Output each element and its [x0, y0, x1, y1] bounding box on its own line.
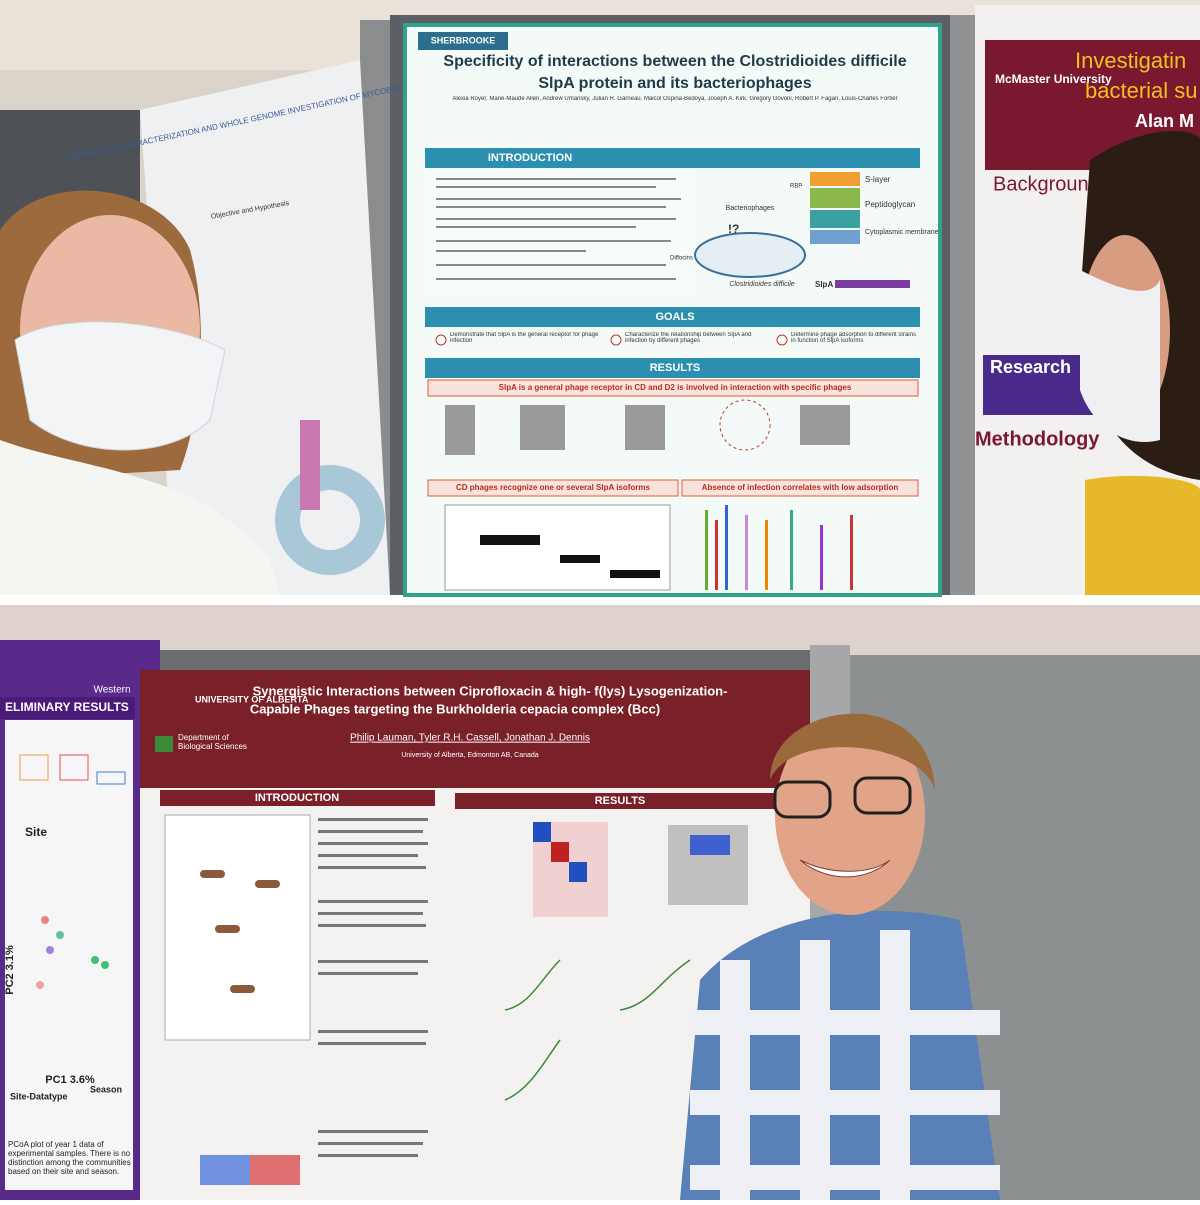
bacterium	[694, 232, 806, 278]
result-bar	[427, 479, 679, 497]
goal: Characterize the relationship between Sl…	[625, 332, 752, 344]
section-title: INTRODUCTION	[255, 792, 339, 804]
label: Site	[25, 825, 47, 839]
result-bar	[681, 479, 919, 497]
result-bar	[427, 379, 919, 397]
label: Bacteriophages	[726, 205, 775, 212]
section-title: RESULTS	[650, 362, 701, 374]
poster-title: Investigatin	[1075, 48, 1186, 73]
caption: PCoA plot of year 1 data of experimental…	[8, 1140, 131, 1176]
left-poster	[140, 60, 390, 595]
header	[140, 670, 810, 788]
goal-box: Determine phage adsorption to different …	[791, 332, 916, 344]
section-box	[983, 355, 1093, 415]
text-lines	[436, 178, 681, 280]
section-bar	[425, 358, 920, 378]
boxplot	[19, 754, 126, 785]
bottom-photo: Western ELIMINARY RESULTS Site PC2 3.1% …	[0, 605, 1200, 1200]
section-bar	[425, 148, 920, 168]
label: SlpA	[815, 280, 833, 289]
section-title: RESULTS	[595, 795, 646, 807]
result-title: CD phages recognize one or several SlpA …	[456, 483, 651, 492]
department: Department of Biological Sciences	[178, 733, 247, 751]
curves	[504, 959, 691, 1101]
figure	[719, 399, 771, 451]
section-bar	[160, 790, 435, 806]
plaid	[690, 930, 1000, 1200]
bar-chart	[705, 505, 853, 590]
label: Clostridioides difficile	[729, 281, 794, 288]
result-title: SlpA is a general phage receptor in CD a…	[499, 383, 852, 392]
goal-number	[776, 334, 788, 346]
university: McMaster University	[995, 72, 1112, 86]
section-bar	[0, 697, 135, 719]
label: Diffocins	[670, 256, 693, 262]
section-title: Methodology	[975, 428, 1100, 450]
poster-title: Specificity of interactions between the …	[443, 53, 906, 70]
figure	[300, 420, 320, 510]
section-bar	[425, 307, 920, 327]
result-title: Absence of infection correlates with low…	[702, 483, 899, 492]
goal-box: Characterize the relationship between Sl…	[625, 332, 752, 344]
legend-title: Season	[90, 1084, 122, 1094]
section-title: Research	[990, 357, 1071, 377]
man	[1080, 131, 1200, 595]
table	[444, 504, 671, 591]
poster-title: bacterial su	[1085, 78, 1198, 103]
scatter	[36, 916, 109, 989]
slpa-bar	[835, 280, 910, 288]
logo	[155, 736, 173, 752]
label: Peptidoglycan	[865, 200, 915, 209]
poster-title: Synergistic Interactions between Ciprofl…	[253, 683, 728, 698]
goal: Demonstrate that SlpA is the general rec…	[450, 332, 599, 344]
question: !?	[728, 222, 739, 236]
poster-title: SlpA protein and its bacteriophages	[538, 75, 811, 92]
man	[680, 713, 1000, 1200]
bacteria	[200, 870, 280, 993]
poster-title: Capable Phages targeting the Burkholderi…	[250, 701, 660, 716]
authors-box: Alexia Royer, Marie-Maude Allen, Andrew …	[452, 96, 898, 102]
axis-title: PC2 3.1%	[4, 945, 16, 995]
university: Western	[93, 685, 130, 696]
section-title: Backgroun	[993, 173, 1089, 195]
caption-box: PCoA plot of year 1 data of experimental…	[8, 1140, 131, 1176]
section-title: GOALS	[655, 311, 694, 323]
authors: Alexia Royer, Marie-Maude Allen, Andrew …	[452, 96, 898, 102]
intro-text	[430, 174, 690, 294]
logo	[418, 32, 508, 50]
section-title: INTRODUCTION	[488, 152, 572, 164]
goal-number	[610, 334, 622, 346]
author: Alan M	[1135, 111, 1194, 131]
spot-tests	[445, 405, 850, 455]
axis-title: PC1 3.6%	[45, 1074, 95, 1086]
dept-box: Department of Biological Sciences	[178, 733, 247, 751]
text-lines	[318, 818, 428, 1157]
cell-wall-diagram	[810, 172, 860, 244]
section-bar	[455, 793, 795, 809]
poster-body	[5, 720, 133, 1190]
university: UNIVERSITY OF ALBERTA	[195, 694, 309, 704]
section-title: ELIMINARY RESULTS	[5, 700, 129, 714]
affiliation: University of Alberta, Edmonton AB, Cana…	[401, 752, 538, 759]
label: Cytoplasmic membrane	[865, 229, 939, 236]
goal-number	[435, 334, 447, 346]
goal-box: Demonstrate that SlpA is the general rec…	[450, 332, 599, 344]
label: S-layer	[865, 175, 891, 184]
colorbar	[200, 1155, 250, 1185]
university: SHERBROOKE	[431, 35, 496, 45]
goal: Determine phage adsorption to different …	[791, 332, 916, 344]
label: RBP	[790, 184, 802, 190]
heatmap	[533, 822, 748, 917]
authors: Philip Lauman, Tyler R.H. Cassell, Jonat…	[350, 733, 590, 744]
top-photo: PHENOTYPIC CHARACTERIZATION AND WHOLE GE…	[0, 0, 1200, 597]
woman	[0, 190, 280, 595]
legend-title: Site-Datatype	[10, 1091, 68, 1101]
